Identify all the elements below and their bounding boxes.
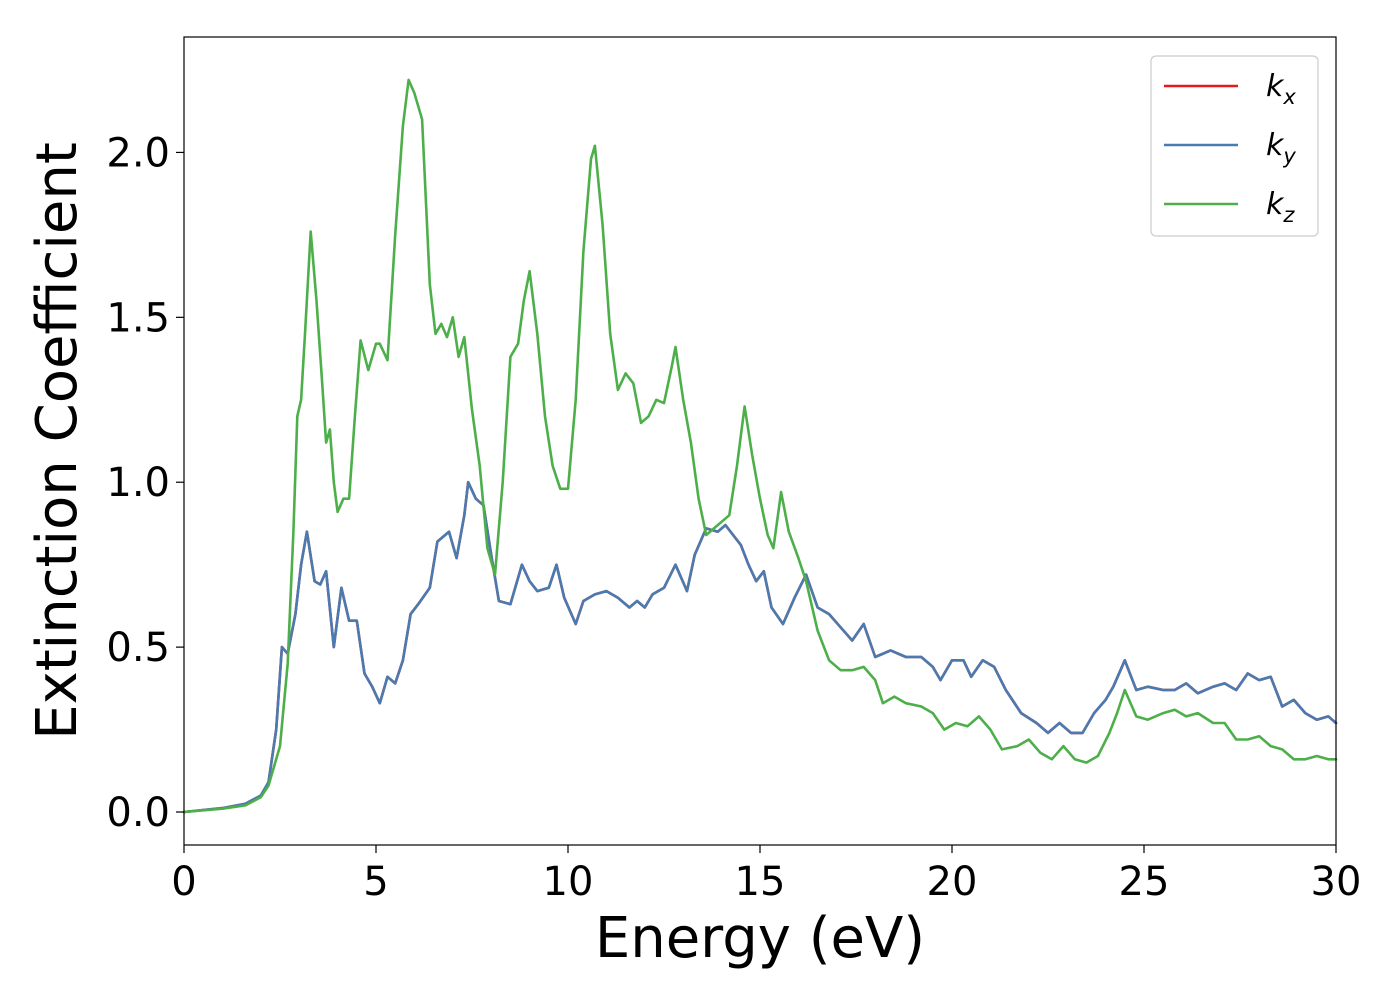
x-axis-ticks: 0 5 10 15 20 25 30 bbox=[171, 845, 1361, 905]
legend-label-z: kz bbox=[1266, 187, 1295, 227]
plot-area bbox=[184, 37, 1336, 845]
x-tick-label: 10 bbox=[543, 859, 594, 905]
y-axis-ticks: 0.0 0.5 1.0 1.5 2.0 bbox=[106, 130, 184, 836]
y-tick-label: 1.5 bbox=[106, 295, 170, 341]
legend-label-y: ky bbox=[1266, 128, 1296, 168]
series-layer bbox=[182, 78, 1338, 814]
y-tick-label: 2.0 bbox=[106, 130, 170, 176]
x-tick-label: 5 bbox=[363, 859, 388, 905]
series-line-y bbox=[182, 480, 1338, 814]
x-tick-label: 30 bbox=[1311, 859, 1362, 905]
x-tick-label: 20 bbox=[927, 859, 978, 905]
legend-label-x: kx bbox=[1266, 69, 1296, 109]
y-axis-label: Extinction Coefficient bbox=[25, 142, 90, 740]
x-tick-label: 15 bbox=[735, 859, 786, 905]
x-tick-label: 25 bbox=[1119, 859, 1170, 905]
y-tick-label: 1.0 bbox=[106, 460, 170, 506]
legend: kx ky kz bbox=[1150, 55, 1319, 237]
x-tick-label: 0 bbox=[171, 859, 196, 905]
y-tick-label: 0.0 bbox=[106, 790, 170, 836]
series-line-z bbox=[182, 78, 1338, 814]
x-axis-label: Energy (eV) bbox=[595, 906, 925, 971]
y-tick-label: 0.5 bbox=[106, 625, 170, 671]
